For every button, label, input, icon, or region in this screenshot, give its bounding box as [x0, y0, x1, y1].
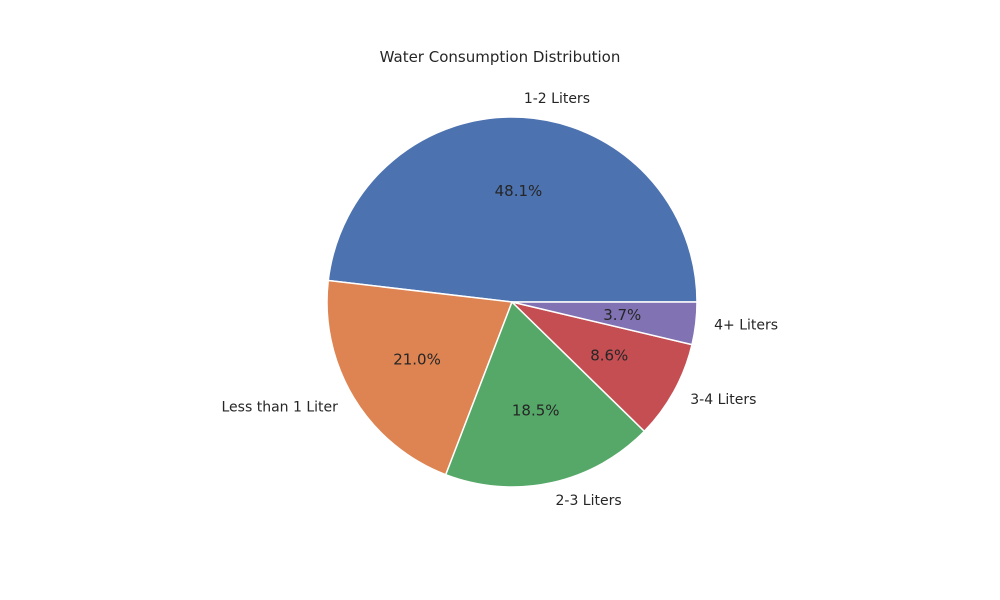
- pie-slices: [326, 116, 698, 488]
- pie-slice-1-2-liters: [327, 116, 698, 303]
- category-label-less-than-1-liter: Less than 1 Liter: [222, 399, 339, 415]
- category-label-2-3-liters: 2-3 Liters: [555, 493, 621, 509]
- percent-label-4plus-liters: 3.7%: [603, 306, 641, 324]
- category-label-4plus-liters: 4+ Liters: [714, 318, 778, 334]
- percent-label-1-2-liters: 48.1%: [495, 182, 543, 200]
- pie-slice-less-than-1-liter: [326, 279, 513, 476]
- category-label-3-4-liters: 3-4 Liters: [690, 392, 756, 408]
- percent-labels: 48.1% 21.0% 18.5% 8.6% 3.7%: [393, 182, 641, 419]
- percent-label-less-than-1-liter: 21.0%: [393, 350, 441, 368]
- category-labels: 1-2 Liters Less than 1 Liter 2-3 Liters 3-4…: [222, 91, 779, 509]
- percent-label-3-4-liters: 8.6%: [590, 347, 628, 365]
- percent-label-2-3-liters: 18.5%: [512, 401, 560, 419]
- chart-title: Water Consumption Distribution: [379, 48, 621, 66]
- pie-slice-4plus-liters: [511, 301, 698, 346]
- pie-slice-2-3-liters: [444, 301, 646, 488]
- category-label-1-2-liters: 1-2 Liters: [524, 91, 590, 107]
